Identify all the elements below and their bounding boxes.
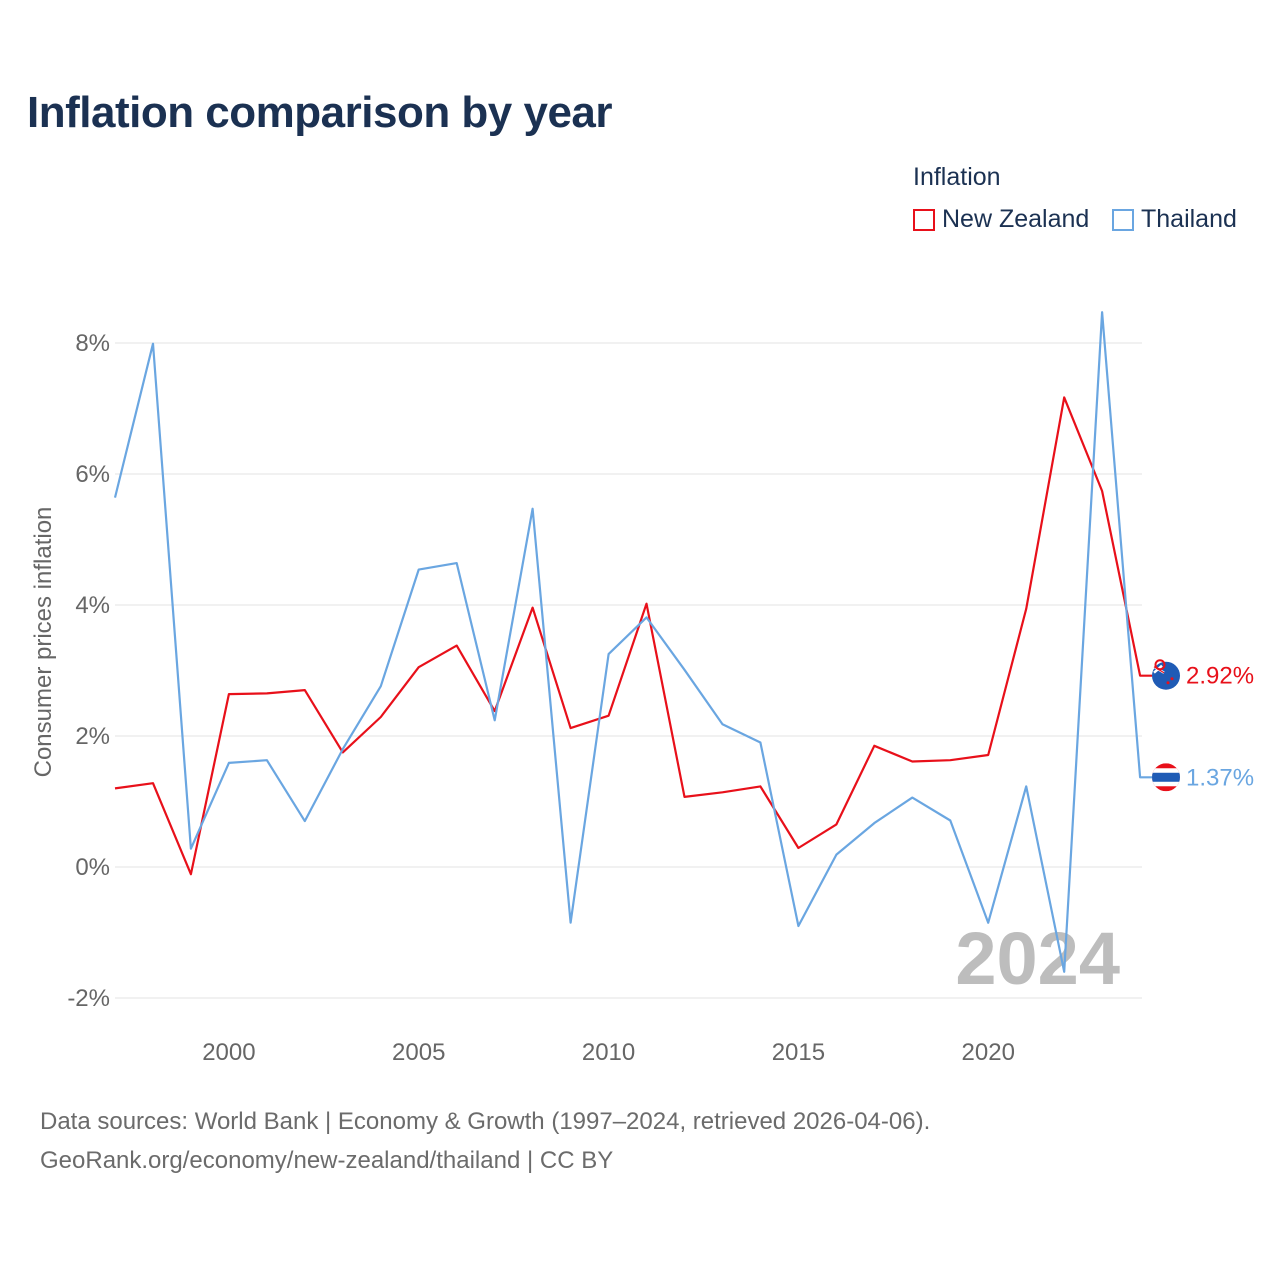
chart-title: Inflation comparison by year — [27, 88, 613, 137]
legend-swatch-new-zealand — [913, 208, 935, 231]
series-line-new-zealand[interactable] — [114, 396, 1153, 876]
flag-icon-new-zealand — [1152, 659, 1180, 690]
source-line-2: GeoRank.org/economy/new-zealand/thailand… — [40, 1147, 614, 1174]
end-label-thailand: 1.37% — [1186, 764, 1254, 791]
legend-title: Inflation — [913, 163, 1001, 191]
legend-item-thailand[interactable]: Thailand — [1112, 205, 1237, 234]
x-tick-label: 2015 — [772, 1039, 825, 1066]
x-tick-label: 2020 — [962, 1039, 1015, 1066]
legend-label-thailand: Thailand — [1141, 205, 1237, 233]
y-tick-label: 2% — [75, 723, 110, 750]
y-tick-label: 0% — [75, 854, 110, 881]
x-tick-label: 2010 — [582, 1039, 635, 1066]
y-axis-label: Consumer prices inflation — [30, 507, 57, 778]
series-line-thailand[interactable] — [113, 311, 1153, 973]
year-watermark: 2024 — [955, 917, 1120, 1000]
legend-item-new-zealand[interactable]: New Zealand — [913, 205, 1089, 234]
end-label-new-zealand: 2.92% — [1186, 663, 1254, 690]
flag-icon-thailand — [1152, 763, 1180, 792]
legend-swatch-thailand — [1112, 208, 1134, 231]
y-tick-label: 8% — [75, 330, 110, 357]
y-tick-label: -2% — [67, 985, 110, 1012]
y-tick-label: 6% — [75, 461, 110, 488]
legend-label-new-zealand: New Zealand — [942, 205, 1090, 233]
source-line-1: Data sources: World Bank | Economy & Gro… — [40, 1108, 931, 1135]
x-tick-label: 2005 — [392, 1039, 445, 1066]
x-tick-label: 2000 — [202, 1039, 255, 1066]
y-tick-label: 4% — [75, 592, 110, 619]
